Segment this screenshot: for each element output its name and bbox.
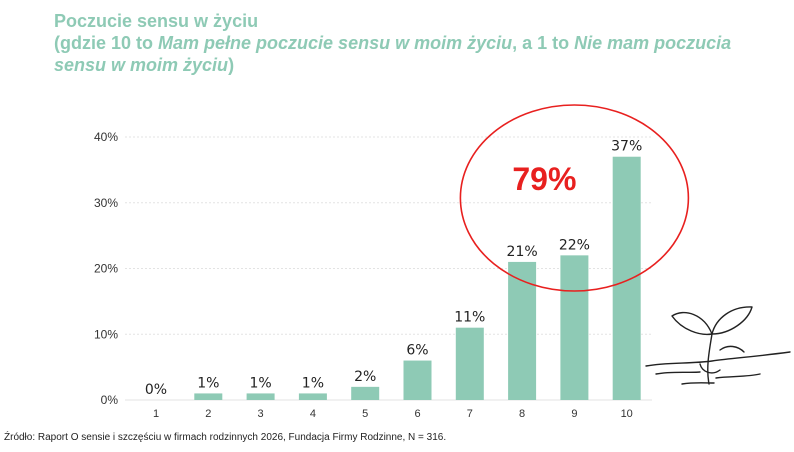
x-tick-label: 4 <box>310 408 316 420</box>
bar <box>194 393 223 400</box>
subtitle-emphasis-1: Mam pełne poczucie sensu w moim życiu <box>158 33 513 53</box>
x-tick-label: 2 <box>205 408 211 420</box>
x-tick-label: 5 <box>362 408 368 420</box>
bar <box>508 261 537 400</box>
data-label: 21% <box>507 244 538 260</box>
bar <box>351 386 380 400</box>
data-label: 1% <box>197 375 219 391</box>
y-tick-label: 20% <box>94 262 118 276</box>
x-tick-label: 9 <box>571 408 577 420</box>
bar <box>246 393 275 400</box>
y-tick-label: 0% <box>101 393 119 407</box>
highlight-ellipse <box>459 104 690 292</box>
subtitle-suffix: ) <box>228 55 235 75</box>
bar <box>560 255 589 400</box>
bar <box>298 393 327 400</box>
chart-subtitle-line-1: (gdzie 10 to Mam pełne poczucie sensu w … <box>54 32 754 54</box>
x-tick-label: 1 <box>153 408 159 420</box>
source-note: Źródło: Raport O sensie i szczęściu w fi… <box>4 432 447 443</box>
x-tick-label: 6 <box>414 408 420 420</box>
x-tick-label: 10 <box>621 408 633 420</box>
bars <box>194 156 641 400</box>
bar <box>455 327 484 400</box>
highlight-annotation: 79% <box>459 104 690 292</box>
sprout-icon <box>645 306 791 385</box>
subtitle-emphasis-2b: sensu w moim życiu <box>54 55 229 75</box>
data-label: 22% <box>559 237 590 253</box>
annotation-label: 79% <box>512 161 576 197</box>
subtitle-emphasis-2a: Nie mam poczucia <box>574 33 732 53</box>
data-label: 1% <box>249 375 271 391</box>
subtitle-prefix: (gdzie 10 to <box>54 33 159 53</box>
labels: 0%10%20%30%40%0%11%21%31%42%56%611%721%8… <box>94 130 642 420</box>
chart-title: Poczucie sensu w życiu <box>54 11 259 31</box>
x-tick-label: 8 <box>519 408 525 420</box>
y-tick-label: 40% <box>94 130 118 144</box>
data-label: 11% <box>454 310 485 326</box>
bar <box>612 156 641 400</box>
data-label: 37% <box>611 139 642 155</box>
chart-subtitle-line-2: sensu w moim życiu) <box>54 54 754 76</box>
chart-title-block: Poczucie sensu w życiu (gdzie 10 to Mam … <box>54 10 754 76</box>
subtitle-middle: , a 1 to <box>512 33 575 53</box>
data-label: 2% <box>354 369 376 385</box>
x-tick-label: 3 <box>258 408 264 420</box>
data-label: 6% <box>406 343 428 359</box>
y-tick-label: 10% <box>94 327 118 341</box>
data-label: 1% <box>302 375 324 391</box>
y-tick-label: 30% <box>94 196 118 210</box>
x-tick-label: 7 <box>467 408 473 420</box>
bar <box>403 360 432 400</box>
data-label: 0% <box>145 382 167 398</box>
